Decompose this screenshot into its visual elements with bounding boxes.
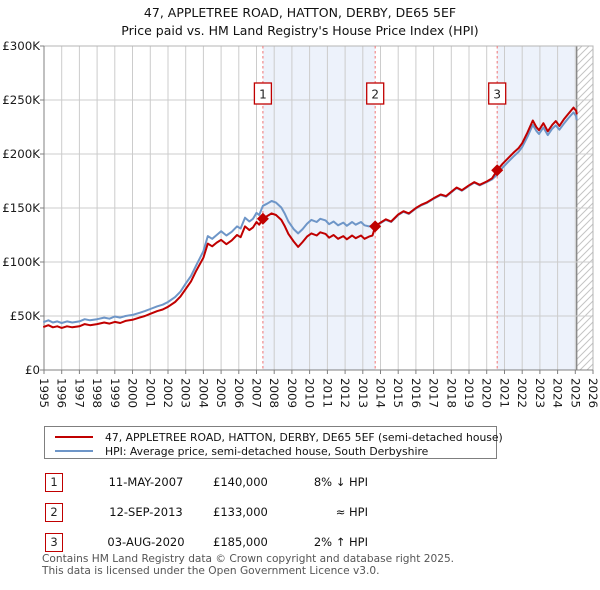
sales-table: 1 11-MAY-2007 £140,000 8% ↓ HPI 2 12-SEP… xyxy=(45,473,370,563)
footer-line-2: This data is licensed under the Open Gov… xyxy=(42,564,380,577)
x-axis-label: 2015 xyxy=(391,378,405,408)
sale-number-box xyxy=(253,82,273,105)
y-axis-label: £50K xyxy=(10,309,41,323)
x-axis-label: 2007 xyxy=(250,378,264,408)
page-title: 47, APPLETREE ROAD, HATTON, DERBY, DE65 … xyxy=(143,5,457,20)
sale-row-1: 1 11-MAY-2007 £140,000 8% ↓ HPI xyxy=(45,473,370,493)
x-axis-label: 2010 xyxy=(303,378,317,408)
page-subtitle: Price paid vs. HM Land Registry's House … xyxy=(121,23,479,38)
x-axis-label: 2011 xyxy=(320,378,334,408)
sale-number-box xyxy=(366,82,385,105)
sale-price-2: £133,000 xyxy=(213,505,268,519)
x-axis-label: 2002 xyxy=(161,378,175,408)
sale-number-box-label: 1 xyxy=(259,88,267,102)
y-axis-label: £200K xyxy=(2,147,40,161)
property-price-line xyxy=(43,106,578,329)
sale-date-2: 12-SEP-2013 xyxy=(109,505,183,519)
y-axis-label: £0 xyxy=(25,363,40,377)
x-axis-label: 2022 xyxy=(515,378,529,408)
hpi-line xyxy=(43,111,578,324)
chart-legend: 47, APPLETREE ROAD, HATTON, DERBY, DE65 … xyxy=(44,426,503,459)
x-axis-label: 2003 xyxy=(179,378,193,408)
legend-label-hpi: HPI: Average price, semi-detached house,… xyxy=(105,444,429,458)
x-axis-label: 2005 xyxy=(214,378,228,408)
x-axis-label: 2000 xyxy=(126,378,140,408)
sale-marker-diamond xyxy=(369,220,382,233)
sale-number-badge-3: 3 xyxy=(45,533,63,552)
y-axis-label: £250K xyxy=(2,93,40,107)
sale-hpi-relation-3: 2% ↑ HPI xyxy=(313,535,368,549)
sale-hpi-relation-2: ≈ HPI xyxy=(335,505,368,519)
x-axis-label: 2009 xyxy=(285,378,299,408)
legend-item-property: 47, APPLETREE ROAD, HATTON, DERBY, DE65 … xyxy=(55,430,503,444)
sale-price-3: £185,000 xyxy=(213,535,268,549)
sale-date-3: 03-AUG-2020 xyxy=(107,535,185,549)
x-axis-label: 1996 xyxy=(55,378,69,408)
x-axis-label: 1999 xyxy=(108,378,122,408)
x-axis-label: 1997 xyxy=(72,378,86,408)
x-axis-label: 1995 xyxy=(37,378,51,408)
sale-marker-diamond xyxy=(256,212,269,225)
sale-row-2: 2 12-SEP-2013 £133,000 ≈ HPI xyxy=(45,503,370,523)
x-axis-label: 2021 xyxy=(498,378,512,408)
x-axis-label: 2017 xyxy=(427,378,441,408)
x-axis-label: 2006 xyxy=(232,378,246,408)
sale-price-1: £140,000 xyxy=(213,475,268,489)
legend-swatch-hpi-line xyxy=(55,449,93,453)
x-axis-label: 2024 xyxy=(551,378,565,408)
legend-swatch-property-line xyxy=(55,435,93,439)
x-axis-label: 2023 xyxy=(533,378,547,408)
sale-hpi-relation-1: 8% ↓ HPI xyxy=(313,475,368,489)
x-axis-label: 2020 xyxy=(480,378,494,408)
sale-marker-diamond xyxy=(491,164,504,177)
sale-number-box xyxy=(488,82,507,105)
x-axis-label: 2026 xyxy=(586,378,600,408)
footer-line-1: Contains HM Land Registry data © Crown c… xyxy=(42,553,455,565)
x-axis-label: 2012 xyxy=(338,378,352,408)
sale-number-badge-1: 1 xyxy=(45,473,63,492)
sale-number-box-label: 3 xyxy=(493,88,501,102)
x-axis-label: 2013 xyxy=(356,378,370,408)
sale-row-3: 3 03-AUG-2020 £185,000 2% ↑ HPI xyxy=(45,533,370,553)
x-axis-label: 2004 xyxy=(196,378,210,408)
x-axis-label: 2001 xyxy=(143,378,157,408)
x-axis-label: 2018 xyxy=(444,378,458,408)
x-axis-label: 2025 xyxy=(568,378,582,408)
legend-label-property: 47, APPLETREE ROAD, HATTON, DERBY, DE65 … xyxy=(105,430,503,444)
x-axis-label: 2016 xyxy=(409,378,423,408)
y-axis-label: £100K xyxy=(2,255,40,269)
sale-number-box-label: 2 xyxy=(371,88,379,102)
sale-number-badge-2: 2 xyxy=(45,503,63,522)
legend-item-hpi: HPI: Average price, semi-detached house,… xyxy=(55,444,496,458)
y-axis-label: £150K xyxy=(2,201,40,215)
x-axis-label: 2008 xyxy=(267,378,281,408)
sale-date-1: 11-MAY-2007 xyxy=(108,475,184,489)
x-axis-label: 2014 xyxy=(374,378,388,408)
license-footer: Contains HM Land Registry data © Crown c… xyxy=(42,553,455,577)
x-axis-label: 1998 xyxy=(90,378,104,408)
x-axis-label: 2019 xyxy=(462,378,476,408)
y-axis-label: £300K xyxy=(2,40,40,53)
